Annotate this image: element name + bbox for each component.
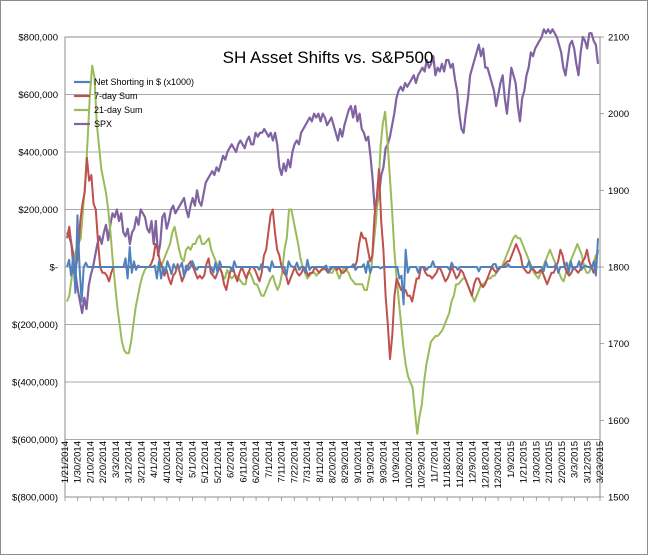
x-axis-ticks: 1/21/2014 1/30/2014 2/10/2014 2/20/2014 3/3/… (60, 441, 606, 501)
left-tick-label: $(800,000) (12, 493, 58, 504)
x-tick-label: 4/1/2014 (149, 441, 160, 478)
x-tick-label: 2/10/2015 (544, 441, 555, 483)
x-tick-label: 12/18/2014 (480, 441, 491, 489)
x-tick-label: 9/30/2014 (378, 441, 389, 483)
series-line-spx (66, 28, 600, 315)
right-tick-label: 2000 (608, 109, 629, 120)
x-tick-label: 6/11/2014 (238, 441, 249, 483)
x-tick-label: 3/12/2015 (582, 441, 593, 483)
x-tick-label: 5/21/2014 (213, 441, 224, 483)
x-tick-label: 3/3/2015 (570, 441, 581, 478)
x-tick-label: 10/20/2014 (404, 441, 415, 489)
chart-title: SH Asset Shifts vs. S&P500 (223, 48, 434, 67)
left-tick-label: $400,000 (18, 148, 58, 159)
x-tick-label: 2/10/2014 (85, 441, 96, 483)
left-tick-label: $(600,000) (12, 435, 58, 446)
x-tick-label: 7/1/2014 (264, 441, 275, 478)
legend-entry: 21-day Sum (94, 105, 143, 115)
series-line-7-day-sum (66, 156, 599, 360)
x-tick-label: 3/23/2015 (595, 441, 606, 483)
x-tick-label: 1/9/2015 (506, 441, 517, 478)
x-tick-label: 8/11/2014 (315, 441, 326, 483)
left-tick-label: $800,000 (18, 33, 58, 44)
x-tick-label: 11/18/2014 (442, 441, 453, 488)
x-tick-label: 2/20/2014 (98, 441, 109, 483)
x-tick-label: 3/3/2014 (111, 441, 122, 478)
left-tick-label: $200,000 (18, 205, 58, 216)
left-tick-label: $(200,000) (12, 320, 58, 331)
x-tick-label: 4/10/2014 (162, 441, 173, 483)
legend-entry: 7-day Sum (94, 91, 138, 101)
x-tick-label: 10/29/2014 (417, 441, 428, 489)
series-line-net-shorting-in-x1000 (66, 214, 599, 306)
x-tick-label: 4/22/2014 (175, 441, 186, 483)
x-tick-label: 11/7/2014 (429, 441, 440, 483)
legend: Net Shorting in $ (x1000) 7-day Sum 21-day… (74, 77, 194, 129)
x-tick-label: 2/20/2015 (557, 441, 568, 483)
right-tick-label: 1600 (608, 416, 629, 427)
x-tick-label: 8/20/2014 (328, 441, 339, 483)
legend-entry: SPX (94, 119, 112, 129)
x-tick-label: 6/20/2014 (251, 441, 262, 483)
x-tick-label: 12/9/2014 (468, 441, 479, 483)
right-axis-ticks: 2100 2000 1900 1800 1700 1600 1500 (600, 33, 629, 504)
x-tick-label: 5/12/2014 (200, 441, 211, 483)
x-tick-label: 1/30/2014 (73, 441, 84, 483)
x-tick-label: 3/12/2014 (124, 441, 135, 483)
x-tick-label: 10/9/2014 (391, 441, 402, 483)
x-tick-label: 8/29/2014 (340, 441, 351, 483)
x-tick-label: 9/19/2014 (366, 441, 377, 483)
x-tick-label: 5/1/2014 (187, 441, 198, 478)
right-tick-label: 2100 (608, 33, 629, 44)
left-axis-ticks: $800,000 $600,000 $400,000 $200,000 $- $(200,… (12, 33, 58, 504)
x-tick-label: 3/21/2014 (136, 441, 147, 483)
x-tick-label: 1/21/2015 (519, 441, 530, 483)
x-tick-label: 7/31/2014 (302, 441, 313, 483)
x-tick-label: 9/10/2014 (353, 441, 364, 483)
x-tick-label: 7/22/2014 (289, 441, 300, 483)
x-tick-label: 11/28/2014 (455, 441, 466, 488)
x-tick-label: 1/30/2015 (531, 441, 542, 483)
x-tick-label: 12/30/2014 (493, 441, 504, 489)
legend-entry: Net Shorting in $ (x1000) (94, 77, 194, 87)
x-tick-label: 6/2/2014 (226, 441, 237, 478)
series-layer (66, 28, 600, 435)
x-tick-label: 1/21/2014 (60, 441, 71, 483)
right-tick-label: 1700 (608, 339, 629, 350)
right-tick-label: 1800 (608, 263, 629, 274)
x-tick-label: 7/11/2014 (277, 441, 288, 483)
left-tick-label: $(400,000) (12, 378, 58, 389)
right-tick-label: 1500 (608, 493, 629, 504)
left-tick-label: $- (50, 263, 58, 274)
right-tick-label: 1900 (608, 186, 629, 197)
left-tick-label: $600,000 (18, 90, 58, 101)
